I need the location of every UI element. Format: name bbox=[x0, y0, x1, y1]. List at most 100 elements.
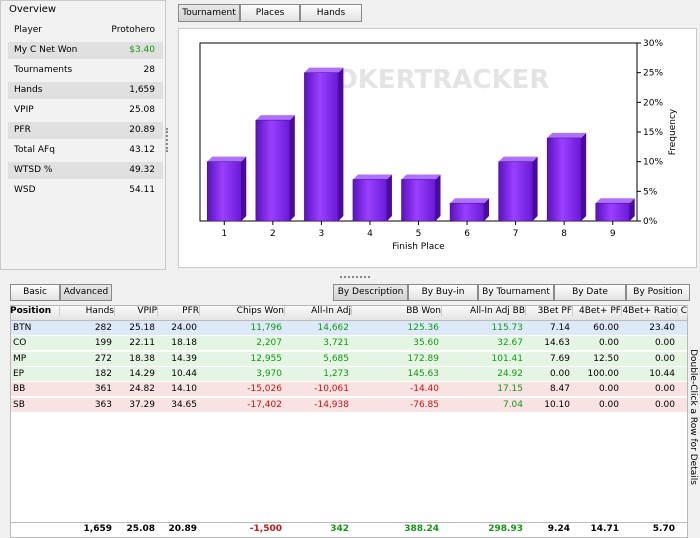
bar-side bbox=[241, 156, 247, 221]
x-tick-label: 2 bbox=[270, 229, 276, 239]
bar bbox=[449, 202, 485, 222]
table-cell: 282 bbox=[94, 323, 112, 333]
table-row[interactable] bbox=[11, 351, 687, 367]
mode-button[interactable]: Advanced bbox=[60, 284, 112, 301]
total-cell: -1,500 bbox=[249, 524, 282, 534]
bar-side bbox=[581, 132, 587, 221]
table-cell: 100.00 bbox=[587, 368, 620, 379]
column-header[interactable]: C bbox=[678, 306, 688, 316]
tab[interactable]: Tournament bbox=[178, 4, 240, 22]
y-tick-label: 15% bbox=[643, 128, 663, 138]
table-cell: 25.18 bbox=[129, 323, 155, 333]
table-cell: 23.40 bbox=[649, 323, 675, 333]
table-cell: 10.10 bbox=[544, 399, 570, 410]
x-tick-label: 6 bbox=[464, 229, 470, 239]
group-button[interactable]: By Buy-in bbox=[408, 284, 478, 301]
bar-side bbox=[338, 67, 344, 221]
table-cell: EP bbox=[13, 368, 25, 379]
column-header[interactable]: Hands bbox=[60, 306, 115, 316]
tab[interactable]: Hands bbox=[300, 4, 362, 22]
table-cell: 125.36 bbox=[407, 323, 440, 333]
overview-value: 49.32 bbox=[129, 165, 155, 175]
table-cell: -10,061 bbox=[314, 384, 349, 395]
column-header[interactable]: 4Bet+ PF bbox=[573, 306, 622, 316]
overview-label: VPIP bbox=[14, 105, 34, 115]
tab[interactable]: Places bbox=[240, 4, 300, 22]
bar-side bbox=[484, 198, 490, 221]
table-cell: 0.00 bbox=[654, 399, 675, 410]
column-header[interactable]: PFR bbox=[158, 306, 200, 316]
table-row[interactable] bbox=[11, 382, 687, 398]
overview-value: 25.08 bbox=[129, 105, 155, 115]
group-button[interactable]: By Description bbox=[333, 284, 408, 301]
table-cell: 363 bbox=[94, 399, 112, 410]
table-row[interactable] bbox=[11, 366, 687, 382]
group-button[interactable]: By Position bbox=[626, 284, 690, 301]
bar-top bbox=[304, 67, 344, 73]
column-header[interactable]: BB Won bbox=[352, 306, 442, 316]
table-cell: 7.04 bbox=[502, 399, 523, 410]
table-row[interactable] bbox=[11, 336, 687, 352]
overview-label: My C Net Won bbox=[14, 45, 78, 55]
column-header[interactable]: 3Bet PF bbox=[526, 306, 573, 316]
overview-label: WTSD % bbox=[14, 165, 53, 175]
bar-top bbox=[595, 198, 635, 204]
bar bbox=[255, 119, 291, 222]
bar bbox=[207, 161, 242, 222]
overview-label: Hands bbox=[14, 85, 43, 95]
table-row[interactable] bbox=[11, 321, 687, 336]
overview-value: 43.12 bbox=[129, 145, 155, 155]
table-cell: 14,662 bbox=[317, 323, 350, 333]
column-header[interactable]: VPIP bbox=[115, 306, 158, 316]
x-tick-label: 4 bbox=[367, 229, 373, 239]
column-header[interactable]: 4Bet+ Ratio bbox=[622, 306, 678, 316]
x-tick-label: 7 bbox=[513, 229, 519, 239]
mode-button[interactable]: Basic bbox=[10, 284, 60, 301]
overview-row bbox=[8, 182, 163, 199]
table-cell: 8.47 bbox=[549, 384, 570, 395]
table-cell: 172.89 bbox=[407, 353, 440, 364]
bar-top bbox=[401, 174, 441, 180]
table-cell: 18.38 bbox=[129, 353, 155, 364]
table-cell: 0.00 bbox=[598, 384, 619, 395]
column-header[interactable]: All-In Adj bbox=[285, 306, 352, 316]
bar-side bbox=[435, 174, 441, 221]
group-button[interactable]: By Date bbox=[554, 284, 626, 301]
table-cell: 2,207 bbox=[256, 338, 282, 349]
bar-side bbox=[629, 198, 635, 221]
total-cell: 1,659 bbox=[83, 524, 112, 534]
x-tick-label: 5 bbox=[416, 229, 422, 239]
table-cell: -76.85 bbox=[409, 399, 439, 410]
table-cell: -17,402 bbox=[247, 399, 282, 410]
watermark: POKERTRACKER bbox=[317, 65, 550, 95]
y-tick-label: 20% bbox=[643, 98, 663, 108]
overview-label: Tournaments bbox=[14, 65, 73, 75]
splitter[interactable] bbox=[166, 128, 171, 152]
overview-title: Overview bbox=[9, 4, 57, 15]
table-cell: 14.39 bbox=[171, 353, 197, 364]
column-header[interactable]: All-In Adj BB bbox=[442, 306, 526, 316]
table-cell: BTN bbox=[13, 323, 32, 333]
table-cell: BB bbox=[13, 384, 26, 395]
column-header[interactable]: Chips Won bbox=[200, 306, 285, 316]
table-row[interactable] bbox=[11, 397, 687, 413]
table-cell: 0.00 bbox=[598, 399, 619, 410]
overview-row bbox=[8, 62, 163, 79]
overview-row bbox=[8, 162, 163, 179]
column-header[interactable]: Position bbox=[10, 306, 60, 316]
splitter[interactable] bbox=[340, 276, 370, 280]
group-button[interactable]: By Tournament bbox=[478, 284, 554, 301]
bar-side bbox=[532, 156, 538, 221]
y-tick-label: 10% bbox=[643, 158, 663, 168]
total-cell: 342 bbox=[330, 524, 349, 534]
table-cell: 10.44 bbox=[171, 368, 197, 379]
total-cell: 9.24 bbox=[547, 524, 570, 534]
table-cell: 7.14 bbox=[549, 323, 570, 333]
overview-value: $3.40 bbox=[129, 45, 155, 55]
table-cell: 115.73 bbox=[491, 323, 524, 333]
bar-side bbox=[289, 115, 295, 221]
table-cell: -14.40 bbox=[409, 384, 439, 395]
total-cell: 298.93 bbox=[488, 524, 523, 534]
table-cell: 0.00 bbox=[549, 368, 570, 379]
table-cell: 32.67 bbox=[497, 338, 523, 349]
